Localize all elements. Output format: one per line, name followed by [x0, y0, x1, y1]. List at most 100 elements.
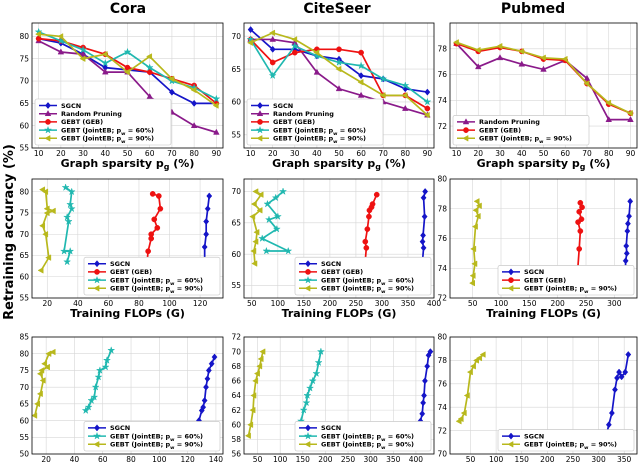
data-point-gebt-jointeb-p-w-60	[262, 246, 271, 255]
data-point-gebt-jointeb-p-w-90	[37, 267, 44, 274]
y-tick-label: 76	[437, 380, 447, 389]
data-point-gebt-jointeb-p-w-90	[473, 198, 480, 205]
x-tick-label: 50	[466, 455, 476, 462]
data-point-gebt-jointeb-p-w-90	[583, 80, 590, 87]
data-point-sgcn	[605, 421, 612, 429]
data-point-gebt-geb	[576, 246, 583, 252]
x-tick-label: 120	[180, 455, 195, 462]
data-point-gebt-jointeb-p-w-60	[258, 234, 267, 243]
data-point-gebt-geb	[364, 226, 371, 232]
data-point-sgcn	[624, 227, 631, 235]
data-point-gebt-jointeb-p-w-90	[41, 360, 48, 368]
legend-marker	[44, 110, 52, 117]
data-point-sgcn	[422, 377, 428, 385]
legend-box	[294, 256, 432, 296]
y-tick-label: 65	[19, 251, 29, 260]
data-point-sgcn	[627, 197, 634, 205]
legend-marker	[45, 101, 51, 110]
data-point-gebt-jointeb-p-w-90	[561, 55, 568, 63]
data-point-sgcn	[201, 243, 208, 251]
legend-label: GEBT (JointEB; pw = 90%)	[110, 441, 203, 452]
data-point-sgcn	[208, 360, 215, 368]
data-point-gebt-jointeb-p-w-90	[401, 92, 408, 99]
data-point-gebt-geb	[336, 46, 342, 53]
legend-marker	[257, 119, 263, 125]
x-tick-label: 200	[551, 299, 566, 308]
data-point-gebt-geb	[157, 205, 164, 212]
x-tick-label: 250	[349, 299, 364, 308]
axes-frame	[31, 336, 224, 455]
legend-label: GEBT (GEB)	[273, 118, 315, 126]
data-point-gebt-geb	[148, 235, 155, 242]
data-point-gebt-jointeb-p-w-90	[36, 370, 43, 378]
x-axis-label: Graph sparsity pg (%)	[477, 157, 611, 172]
y-tick-label: 66	[231, 377, 241, 386]
panel-r1c2: 50 100 150 200 250 300 72 74 76 78 80 Training FLOP…	[437, 175, 638, 320]
data-point-gebt-jointeb-p-w-60	[145, 63, 154, 72]
legend-label: Random Pruning	[61, 110, 122, 118]
legend-box	[497, 265, 635, 296]
x-tick-label: 40	[73, 299, 83, 308]
data-point-sgcn	[203, 383, 209, 391]
y-tick-label: 55	[19, 144, 29, 153]
data-point-gebt-geb	[575, 219, 581, 225]
axes-frame	[243, 336, 435, 455]
legend-label: GEBT (JointEB; pw = 60%)	[110, 432, 203, 443]
data-point-gebt-jointeb-p-w-60	[87, 396, 96, 405]
axes-frame	[449, 336, 638, 455]
x-tick-label: 60	[145, 149, 155, 158]
x-tick-label: 50	[539, 149, 549, 158]
x-tick-label: 200	[323, 299, 338, 308]
y-tick-label: 60	[19, 272, 29, 281]
data-point-gebt-jointeb-p-w-90	[34, 400, 40, 408]
data-point-gebt-geb	[155, 193, 162, 199]
axes-frame	[31, 178, 224, 299]
data-point-gebt-jointeb-p-w-60	[212, 94, 221, 103]
data-point-sgcn	[211, 353, 218, 361]
data-point-sgcn	[358, 72, 365, 80]
legend-label: GEBT (GEB)	[479, 126, 521, 134]
column-title-citeseer: CiteSeer	[303, 1, 370, 17]
panel-r1c1: 50 100 150 200 250 300 350 400 55 60 65 70 Training …	[231, 178, 441, 320]
data-point-sgcn	[203, 230, 210, 238]
x-tick-label: 40	[517, 149, 527, 158]
x-tick-label: 120	[193, 299, 208, 308]
panel-r2c0: 204060801001201405055606570758085Inferen…	[19, 333, 224, 462]
data-point-random-pruning	[57, 48, 65, 55]
data-point-sgcn	[201, 397, 208, 405]
x-tick-label: 20	[473, 149, 483, 158]
y-tick-label: 68	[231, 362, 241, 371]
legend-marker	[93, 285, 100, 292]
data-point-gebt-jointeb-p-w-60	[273, 212, 282, 221]
data-point-sgcn	[419, 238, 426, 246]
data-point-gebt-jointeb-p-w-60	[272, 224, 281, 233]
y-tick-label: 75	[19, 54, 29, 63]
data-point-sgcn	[422, 188, 429, 196]
y-tick-label: 70	[19, 230, 29, 239]
x-tick-label: 150	[522, 299, 537, 308]
y-tick-label: 80	[437, 175, 447, 184]
legend-label: GEBT (JointEB; pw = 90%)	[479, 135, 572, 146]
data-point-gebt-jointeb-p-w-90	[49, 207, 56, 215]
data-point-sgcn	[626, 212, 632, 220]
series-line-gebt-jointeb-p-w-60	[85, 350, 113, 412]
x-tick-label: 40	[312, 149, 322, 158]
legend-marker	[256, 110, 264, 117]
y-tick-label: 74	[437, 96, 447, 105]
data-point-sgcn	[420, 194, 427, 202]
legend-marker	[305, 424, 311, 432]
x-tick-label: 70	[378, 149, 388, 158]
data-point-gebt-jointeb-p-w-60	[123, 47, 132, 56]
y-axis-label: Retraining accuracy (%)	[2, 144, 17, 320]
data-point-gebt-jointeb-p-w-90	[49, 348, 56, 356]
data-point-gebt-jointeb-p-w-60	[63, 212, 72, 221]
axes-frame	[243, 22, 435, 149]
panel-r2c1: 50 100 150 200 250 300 350 400 56 58 60 62 64 66 68 70 7…	[231, 333, 435, 462]
data-point-gebt-geb	[154, 225, 161, 231]
data-point-gebt-jointeb-p-w-90	[101, 50, 108, 58]
x-tick-label: 70	[167, 149, 177, 158]
x-tick-label: 10	[34, 149, 44, 158]
data-point-gebt-jointeb-p-w-60	[423, 97, 432, 106]
x-tick-label: 350	[386, 455, 401, 462]
legend-marker	[507, 441, 514, 448]
